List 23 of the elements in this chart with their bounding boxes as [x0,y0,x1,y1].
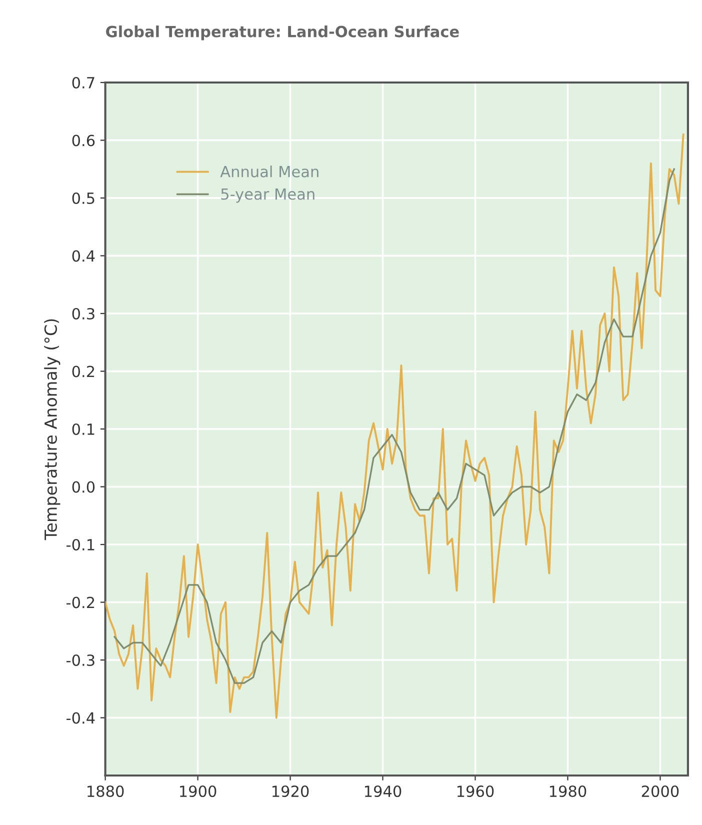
x-tick-label: 1880 [88,785,124,798]
y-tick-label: -0.2 [66,596,94,608]
y-tick-label: -0.4 [66,712,95,724]
x-tick-label: 1920 [272,785,309,798]
y-tick-label: 0.1 [72,423,94,436]
y-tick-label: 0.4 [72,250,95,262]
y-tick-label: 0.5 [72,192,94,204]
legend-label: 5-year Mean [221,188,314,203]
legend-label: Annual Mean [220,166,318,178]
y-tick-label: -0.1 [66,538,94,551]
y-tick-label: 0.3 [72,308,94,320]
x-tick-label: 1960 [457,785,494,798]
y-tick-label: 0.7 [72,76,94,89]
x-tick-label: 1900 [180,785,216,798]
chart-title: Global Temperature: Land-Ocean Surface [106,26,459,40]
y-axis-title: Temperature Anomaly (°C) [44,319,60,540]
x-tick-label: 2000 [642,785,679,798]
y-tick-label: 0.2 [72,366,94,378]
x-tick-label: 1940 [364,785,402,798]
y-tick-label: 0.0 [72,481,95,493]
y-tick-label: 0.6 [72,134,95,146]
x-tick-label: 1980 [550,785,586,798]
y-tick-label: -0.3 [66,654,94,666]
